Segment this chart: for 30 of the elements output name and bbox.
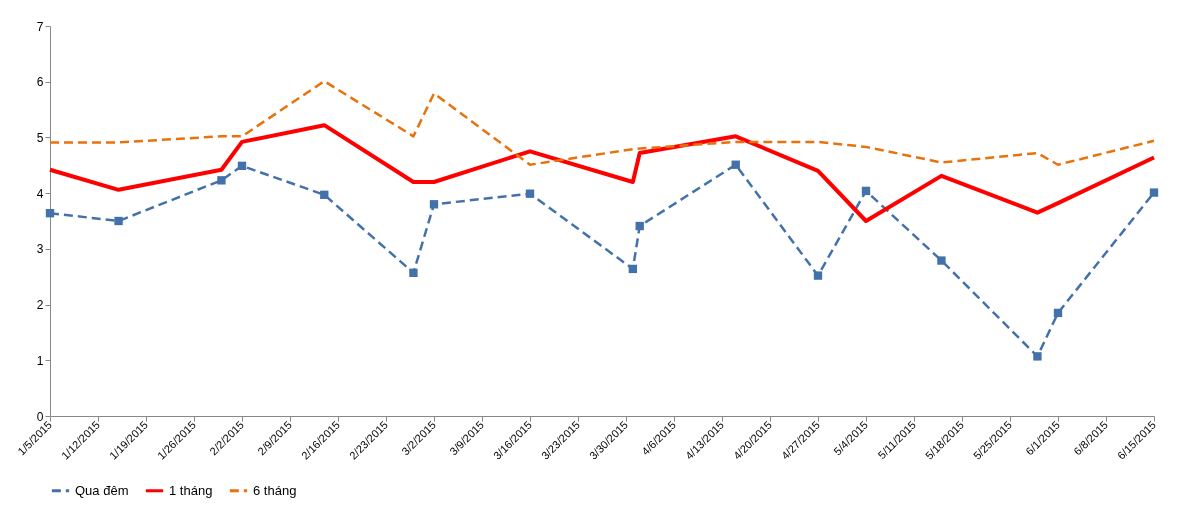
y-tick-label: 1 [36,353,44,368]
point [813,271,823,280]
legend-label: Qua đêm [75,482,129,498]
point [731,160,740,169]
point [217,176,226,185]
y-tick-label: 3 [36,242,44,257]
point [937,256,946,265]
point [861,186,871,196]
line-series [48,123,1156,223]
y-tick-label: 5 [36,130,44,145]
point [45,209,55,218]
point [114,216,123,226]
point [320,190,329,199]
y-tick-label: 4 [36,186,44,201]
legend-label: 1 tháng [169,482,213,498]
line-series [48,79,1156,166]
point [628,264,638,274]
point [1033,352,1042,361]
point [1149,188,1159,197]
y-tick-label: 0 [36,409,44,424]
point [429,200,439,209]
point [409,268,418,277]
y-tick-label: 2 [36,298,44,313]
y-tick-label: 6 [36,75,44,90]
point [635,221,644,231]
point [525,189,535,198]
y-tick-label: 7 [36,19,44,34]
point [1053,308,1063,318]
point [237,161,247,171]
legend-label: 6 tháng [253,482,297,498]
